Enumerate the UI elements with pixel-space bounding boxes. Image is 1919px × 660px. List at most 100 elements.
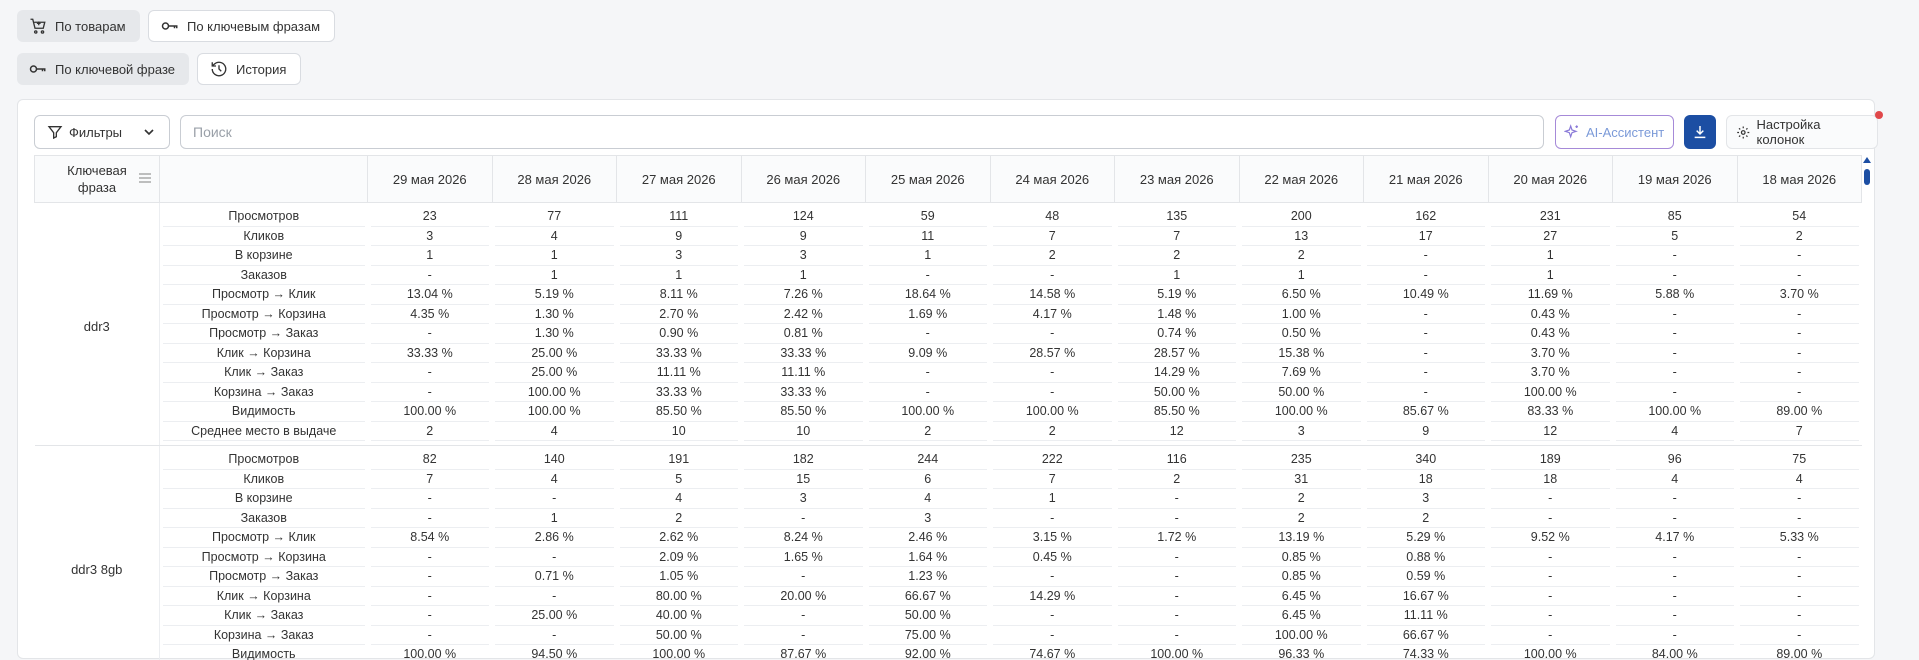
value-cell: - (1613, 363, 1738, 383)
value: 7 (1118, 227, 1237, 247)
keyword-cell: ddr3 (35, 203, 160, 446)
tab-products[interactable]: По товарам (17, 10, 140, 42)
value: - (1367, 246, 1486, 266)
value: 4 (869, 489, 988, 509)
value: - (1740, 246, 1859, 266)
value-cell: 11.11 % (617, 363, 742, 383)
tab-keywords[interactable]: По ключевым фразам (148, 10, 335, 42)
value: - (371, 587, 490, 607)
value: 7 (993, 470, 1112, 490)
value: - (1740, 344, 1859, 364)
value: - (371, 606, 490, 626)
filters-button[interactable]: Фильтры (34, 115, 170, 149)
tab-keyword[interactable]: По ключевой фразе (17, 53, 189, 85)
value: - (1740, 266, 1859, 286)
value: 0.43 % (1491, 305, 1610, 325)
value-cell: 13.19 % (1239, 528, 1364, 548)
value-cell: - (492, 587, 617, 607)
value-cell: 6.45 % (1239, 587, 1364, 607)
value-cell: 1.05 % (617, 567, 742, 587)
value: 100.00 % (993, 402, 1112, 422)
value: 3 (620, 246, 739, 266)
value: 4.17 % (1616, 528, 1735, 548)
columns-button[interactable]: Настройка колонок (1726, 115, 1878, 149)
value-cell: 200 (1239, 203, 1364, 227)
value-cell: 4 (1613, 422, 1738, 446)
value: 7 (1740, 422, 1859, 442)
value-cell: - (492, 548, 617, 568)
value-cell: 28.57 % (1115, 344, 1240, 364)
value-cell: 2 (368, 422, 493, 446)
value: 85.50 % (744, 402, 863, 422)
metric-cell: В корзине (160, 489, 368, 509)
value: 2.86 % (495, 528, 614, 548)
search-box[interactable] (180, 115, 1544, 149)
value: - (1491, 587, 1610, 607)
value-cell: 1.69 % (866, 305, 991, 325)
table-row: Клик → Корзина--80.00 %20.00 %66.67 %14.… (35, 587, 1862, 607)
value-cell: 1 (492, 266, 617, 286)
search-input[interactable] (191, 123, 1533, 141)
value: 77 (495, 207, 614, 227)
value-cell: - (1364, 383, 1489, 403)
value-cell: - (1488, 587, 1613, 607)
value: 9.09 % (869, 344, 988, 364)
value: 2 (1740, 227, 1859, 247)
value-cell: 100.00 % (1488, 383, 1613, 403)
value-cell: 231 (1488, 203, 1613, 227)
history-icon (210, 60, 228, 78)
value-cell: 96 (1613, 446, 1738, 470)
value: - (993, 567, 1112, 587)
value-cell: 11.69 % (1488, 285, 1613, 305)
value-cell: 89.00 % (1737, 645, 1862, 660)
value: 1.69 % (869, 305, 988, 325)
value-cell: 7 (990, 227, 1115, 247)
value-cell: - (1364, 305, 1489, 325)
value: 1 (620, 266, 739, 286)
value-cell: 0.88 % (1364, 548, 1489, 568)
value: - (993, 363, 1112, 383)
value: 0.90 % (620, 324, 739, 344)
value: 10 (620, 422, 739, 442)
value-cell: - (741, 567, 866, 587)
value: 18 (1367, 470, 1486, 490)
value-cell: - (1613, 626, 1738, 646)
value: 1 (495, 509, 614, 529)
tab-history[interactable]: История (197, 53, 301, 85)
tab-label: По ключевой фразе (55, 62, 175, 77)
value: 1 (1118, 266, 1237, 286)
download-button[interactable] (1684, 115, 1716, 149)
sparkle-icon (1564, 124, 1580, 140)
value: 5.88 % (1616, 285, 1735, 305)
value: 89.00 % (1740, 402, 1859, 422)
value-cell: 16.67 % (1364, 587, 1489, 607)
value: 3 (869, 509, 988, 529)
value: 94.50 % (495, 645, 614, 660)
tab-label: По ключевым фразам (187, 19, 320, 34)
value-cell: 189 (1488, 446, 1613, 470)
metric-cell: Клик → Заказ (160, 363, 368, 383)
value: 2 (371, 422, 490, 442)
metric-cell: Заказов (160, 266, 368, 286)
value: 5.33 % (1740, 528, 1859, 548)
value-cell: - (368, 606, 493, 626)
value: 100.00 % (869, 402, 988, 422)
value-cell: 100.00 % (1239, 402, 1364, 422)
value: 9 (744, 227, 863, 247)
ai-button[interactable]: AI-Ассистент (1555, 115, 1674, 149)
value: 1 (869, 246, 988, 266)
table-row: Клик → Заказ-25.00 %11.11 %11.11 %--14.2… (35, 363, 1862, 383)
value: 1 (1242, 266, 1361, 286)
value-cell: 5.19 % (492, 285, 617, 305)
cart-icon (29, 17, 47, 35)
metric-header (160, 156, 368, 203)
value-cell: 100.00 % (1115, 645, 1240, 660)
value: 222 (993, 450, 1112, 470)
value-cell: 340 (1364, 446, 1489, 470)
value-cell: 3 (866, 509, 991, 529)
metric-label: Корзина → Заказ (163, 383, 365, 403)
value-cell: 100.00 % (492, 402, 617, 422)
value-cell: - (1737, 344, 1862, 364)
